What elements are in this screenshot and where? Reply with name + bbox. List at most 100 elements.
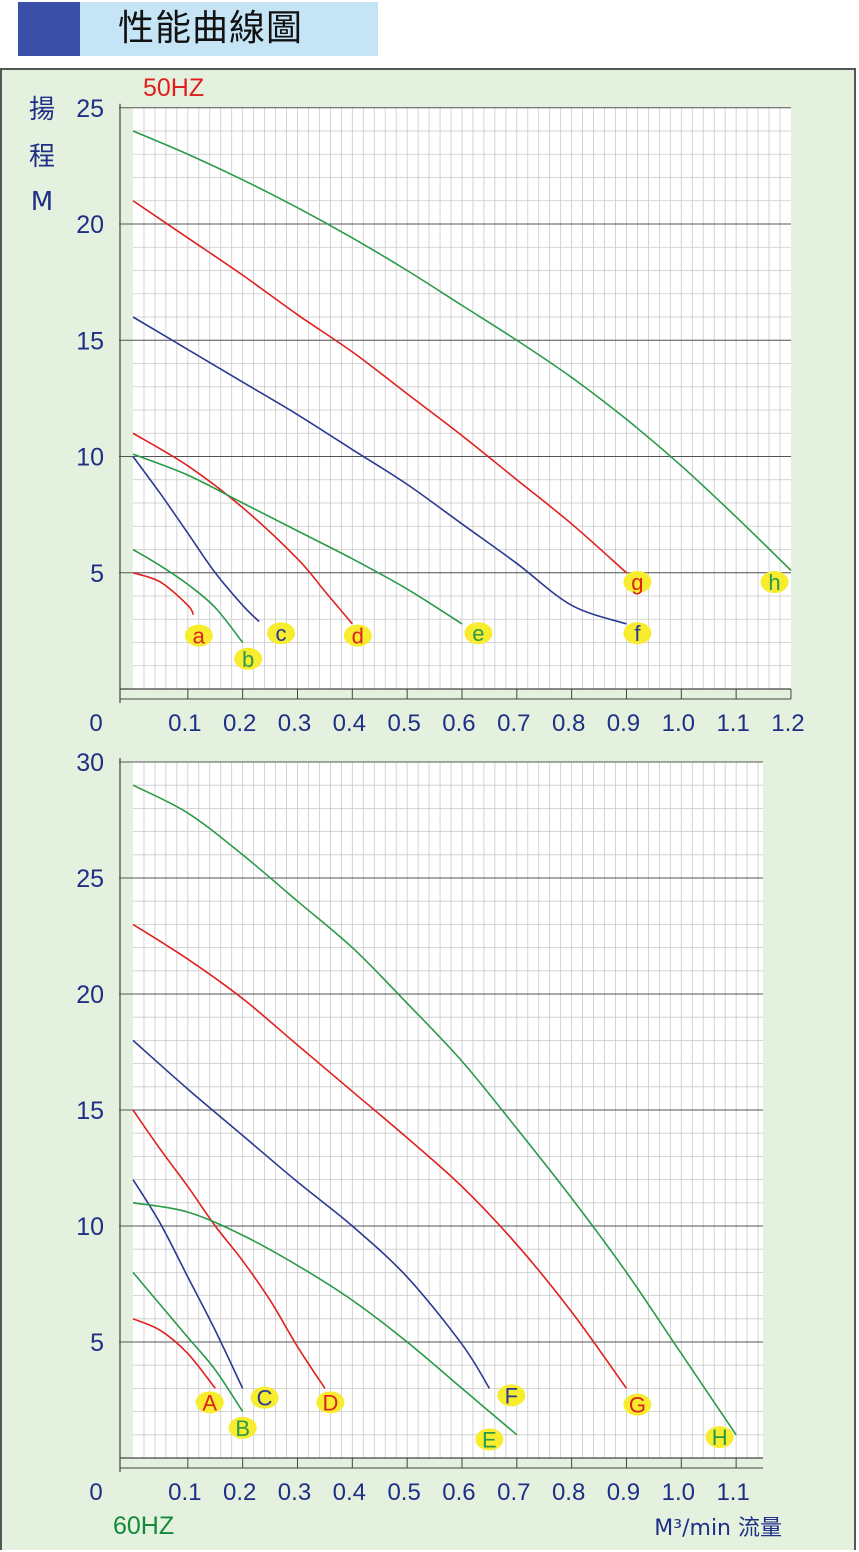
curve-label: c <box>276 621 287 646</box>
x-tick-label: 0.9 <box>607 1479 640 1506</box>
x-tick-label: 0 <box>89 1479 102 1506</box>
x-tick-label: 1.1 <box>716 1479 749 1506</box>
curve-label-badge <box>234 647 263 670</box>
curve-label: g <box>631 570 643 595</box>
series-curve-B <box>132 1271 244 1413</box>
chart-title: 50HZ <box>143 74 204 102</box>
chart-60hz: 5 10 15 20 25 30 0 0.1 0.2 0.3 0.4 0.5 0.6 0.7 0.8 0.9 1… <box>76 749 782 1541</box>
y-tick-label: 5 <box>90 560 104 588</box>
y-axis-label-char: 程 <box>29 142 55 172</box>
y-tick-label: 10 <box>76 1213 104 1241</box>
series-curve-c <box>132 456 260 623</box>
x-tick-label: 1.2 <box>771 710 804 737</box>
y-axis-label-char: M <box>31 187 53 217</box>
curve-label-badge <box>623 622 652 645</box>
curve-label-badge <box>195 1391 224 1414</box>
y-tick-label: 5 <box>90 1329 104 1357</box>
y-tick-label: 30 <box>76 749 104 777</box>
series-curve-g <box>132 200 628 574</box>
curve-label-badge <box>623 571 652 594</box>
y-tick-label: 20 <box>76 981 104 1009</box>
curve-label: H <box>712 1425 728 1450</box>
curve-label: b <box>242 647 254 672</box>
curve-label: E <box>482 1427 497 1452</box>
series-curve-F <box>132 1039 491 1389</box>
curve-label: G <box>629 1393 646 1418</box>
curve-label: A <box>202 1390 217 1415</box>
series-curve-h <box>132 130 792 571</box>
y-tick-label: 15 <box>76 327 104 355</box>
x-tick-label: 1.1 <box>716 710 749 737</box>
x-tick-label: 0.6 <box>442 710 475 737</box>
curve-label-badge <box>475 1428 504 1451</box>
series-curve-C <box>132 1179 244 1389</box>
curve-label: e <box>472 621 484 646</box>
curve-label-badge <box>497 1384 526 1407</box>
curve-label: f <box>634 621 641 646</box>
curve-label-badge <box>316 1391 345 1414</box>
y-tick-label: 25 <box>76 95 104 123</box>
x-tick-label: 0.1 <box>168 710 201 737</box>
x-tick-label: 0.3 <box>278 710 311 737</box>
series-curve-b <box>132 548 244 643</box>
x-axis-label: M³/min 流量 <box>654 1516 782 1541</box>
major-grid <box>119 107 791 574</box>
curve-label: h <box>768 570 780 595</box>
y-tick-label: 10 <box>76 444 104 472</box>
curve-label: C <box>257 1386 273 1411</box>
curve-label-badge <box>623 1393 652 1416</box>
curve-label-badge <box>343 624 372 647</box>
curve-label: d <box>352 624 364 649</box>
curve-label: B <box>235 1416 250 1441</box>
curve-label-badge <box>184 624 213 647</box>
minor-grid <box>133 107 791 689</box>
y-tick-label: 20 <box>76 211 104 239</box>
series-curve-H <box>132 784 737 1436</box>
curve-label-badge <box>228 1416 257 1439</box>
x-tick-label: 0.6 <box>442 1479 475 1506</box>
x-tick-label: 0.2 <box>223 710 256 737</box>
x-tick-label: 0.9 <box>607 710 640 737</box>
series-curve-E <box>132 1202 518 1436</box>
curve-label: D <box>322 1390 338 1415</box>
chart-50hz: 5 10 15 20 25 0 0.1 0.2 0.3 0.4 0.5 0.6 0.7 0.8 0.9 1.0… <box>29 74 805 737</box>
x-tick-label: 1.0 <box>662 710 695 737</box>
x-tick-label: 0.3 <box>278 1479 311 1506</box>
x-tick-label: 0 <box>89 710 102 737</box>
curve-label: a <box>193 624 206 649</box>
series-curve-A <box>132 1318 216 1389</box>
series-curve-d <box>132 432 353 625</box>
y-tick-label: 15 <box>76 1097 104 1125</box>
x-tick-label: 1.0 <box>662 1479 695 1506</box>
header-title-bar <box>80 2 378 56</box>
series-curve-D <box>132 1109 326 1389</box>
x-tick-label: 0.8 <box>552 710 585 737</box>
curve-label-badge <box>267 622 296 645</box>
x-tick-label: 0.1 <box>168 1479 201 1506</box>
x-tick-label: 0.4 <box>333 1479 366 1506</box>
x-tick-label: 0.2 <box>223 1479 256 1506</box>
x-tick-label: 0.5 <box>387 1479 420 1506</box>
series-curve-G <box>132 923 628 1389</box>
y-axis-label-char: 揚 <box>29 95 55 125</box>
curve-label: F <box>505 1383 518 1408</box>
series-curve-f <box>132 316 627 625</box>
x-tick-label: 0.8 <box>552 1479 585 1506</box>
x-tick-label: 0.4 <box>333 710 366 737</box>
chart-title: 60HZ <box>113 1512 174 1540</box>
series-curve-a <box>132 571 195 616</box>
curve-label-badge <box>705 1426 734 1449</box>
x-tick-label: 0.5 <box>387 710 420 737</box>
y-tick-label: 25 <box>76 865 104 893</box>
curve-label-badge <box>760 571 789 594</box>
curve-label-badge <box>250 1386 279 1409</box>
major-grid <box>119 761 763 1343</box>
curve-label-badge <box>464 622 493 645</box>
x-tick-label: 0.7 <box>497 710 530 737</box>
x-tick-label: 0.7 <box>497 1479 530 1506</box>
series-curve-e <box>132 453 463 625</box>
header-accent-block <box>18 2 80 56</box>
page-header: 性能曲線圖 <box>18 2 378 56</box>
